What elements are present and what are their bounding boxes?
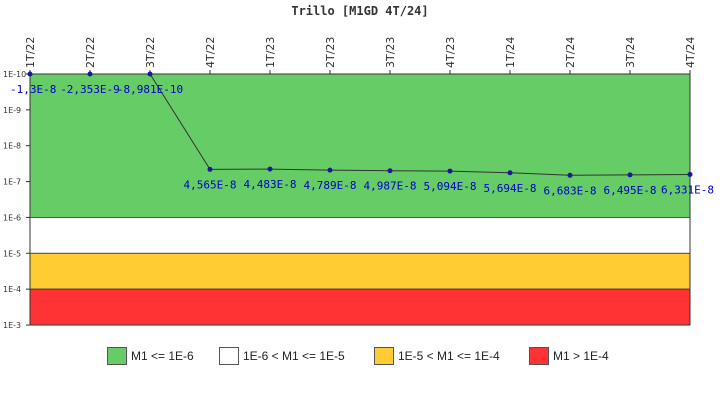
- band-3: [29, 252, 691, 290]
- legend-swatch-1: [107, 347, 127, 365]
- data-label: 4,483E-8: [244, 178, 297, 191]
- data-point: [627, 172, 633, 178]
- y-tick-label: 1E-8: [3, 142, 21, 151]
- x-tick-label: 4T/22: [204, 37, 217, 68]
- legend: M1 <= 1E-6 1E-6 < M1 <= 1E-5 1E-5 < M1 <…: [0, 345, 720, 367]
- data-point: [387, 168, 393, 174]
- x-tick-label: 2T/24: [564, 37, 577, 68]
- y-tick-label: 1E-5: [3, 249, 21, 258]
- band-2: [29, 217, 691, 254]
- x-tick-label: 3T/24: [624, 37, 637, 68]
- legend-swatch-4: [529, 347, 549, 365]
- legend-swatch-2: [219, 347, 239, 365]
- legend-label-2: 1E-6 < M1 <= 1E-5: [243, 349, 345, 363]
- band-layer: [29, 73, 691, 326]
- data-label: 5,094E-8: [424, 180, 477, 193]
- y-tick-label: 1E-3: [3, 321, 21, 330]
- data-label: -2,353E-9: [60, 83, 120, 96]
- y-tick-label: 1E-9: [3, 106, 21, 115]
- data-point: [27, 71, 33, 77]
- chart-title: Trillo [M1GD 4T/24]: [291, 4, 429, 18]
- legend-item-2: 1E-6 < M1 <= 1E-5: [219, 345, 345, 367]
- data-label: 6,683E-8: [544, 184, 597, 197]
- y-tick-label: 1E-4: [3, 285, 21, 294]
- x-tick-label: 4T/23: [444, 37, 457, 68]
- data-point: [87, 71, 93, 77]
- legend-label-1: M1 <= 1E-6: [131, 349, 194, 363]
- legend-label-3: 1E-5 < M1 <= 1E-4: [398, 349, 500, 363]
- data-label: 4,987E-8: [364, 180, 417, 193]
- axis-layer: 1E-10 1E-9 1E-8 1E-7 1E-6 1E-5 1E-4 1E-3 1T/22 2T…: [3, 37, 697, 330]
- legend-label-4: M1 > 1E-4: [553, 349, 609, 363]
- y-tick-label: 1E-10: [3, 70, 26, 79]
- data-label: 4,789E-8: [304, 179, 357, 192]
- data-label-layer: -1,3E-8 -2,353E-9-8,981E-10 4,565E-8 4,483E…: [10, 83, 714, 197]
- data-point: [447, 168, 453, 174]
- data-label: -8,981E-10: [117, 83, 183, 96]
- series-layer: [27, 71, 693, 178]
- x-tick-label: 2T/22: [84, 37, 97, 68]
- data-label: 4,565E-8: [184, 178, 237, 191]
- x-tick-label: 4T/24: [684, 37, 697, 68]
- data-point: [267, 166, 273, 172]
- data-label: 6,331E-8: [661, 183, 714, 196]
- legend-item-4: M1 > 1E-4: [529, 345, 609, 367]
- data-point: [687, 171, 693, 177]
- x-tick-label: 2T/23: [324, 37, 337, 68]
- data-point: [327, 167, 333, 173]
- data-point: [207, 166, 213, 172]
- data-label: 5,694E-8: [484, 182, 537, 195]
- y-tick-label: 1E-6: [3, 213, 21, 222]
- legend-item-3: 1E-5 < M1 <= 1E-4: [374, 345, 500, 367]
- data-label: -1,3E-8: [10, 83, 56, 96]
- band-4: [29, 288, 691, 326]
- x-tick-label: 3T/22: [144, 37, 157, 68]
- y-tick-label: 1E-7: [3, 178, 21, 187]
- data-point: [507, 170, 513, 176]
- series-line: [30, 73, 691, 176]
- legend-item-1: M1 <= 1E-6: [107, 345, 194, 367]
- x-tick-label: 1T/24: [504, 37, 517, 68]
- plot-frame: [29, 73, 691, 326]
- data-point: [567, 172, 573, 178]
- x-tick-label: 1T/23: [264, 37, 277, 68]
- data-point: [147, 71, 153, 77]
- legend-swatch-3: [374, 347, 394, 365]
- x-tick-label: 1T/22: [24, 37, 37, 68]
- data-label: 6,495E-8: [604, 184, 657, 197]
- x-tick-label: 3T/23: [384, 37, 397, 68]
